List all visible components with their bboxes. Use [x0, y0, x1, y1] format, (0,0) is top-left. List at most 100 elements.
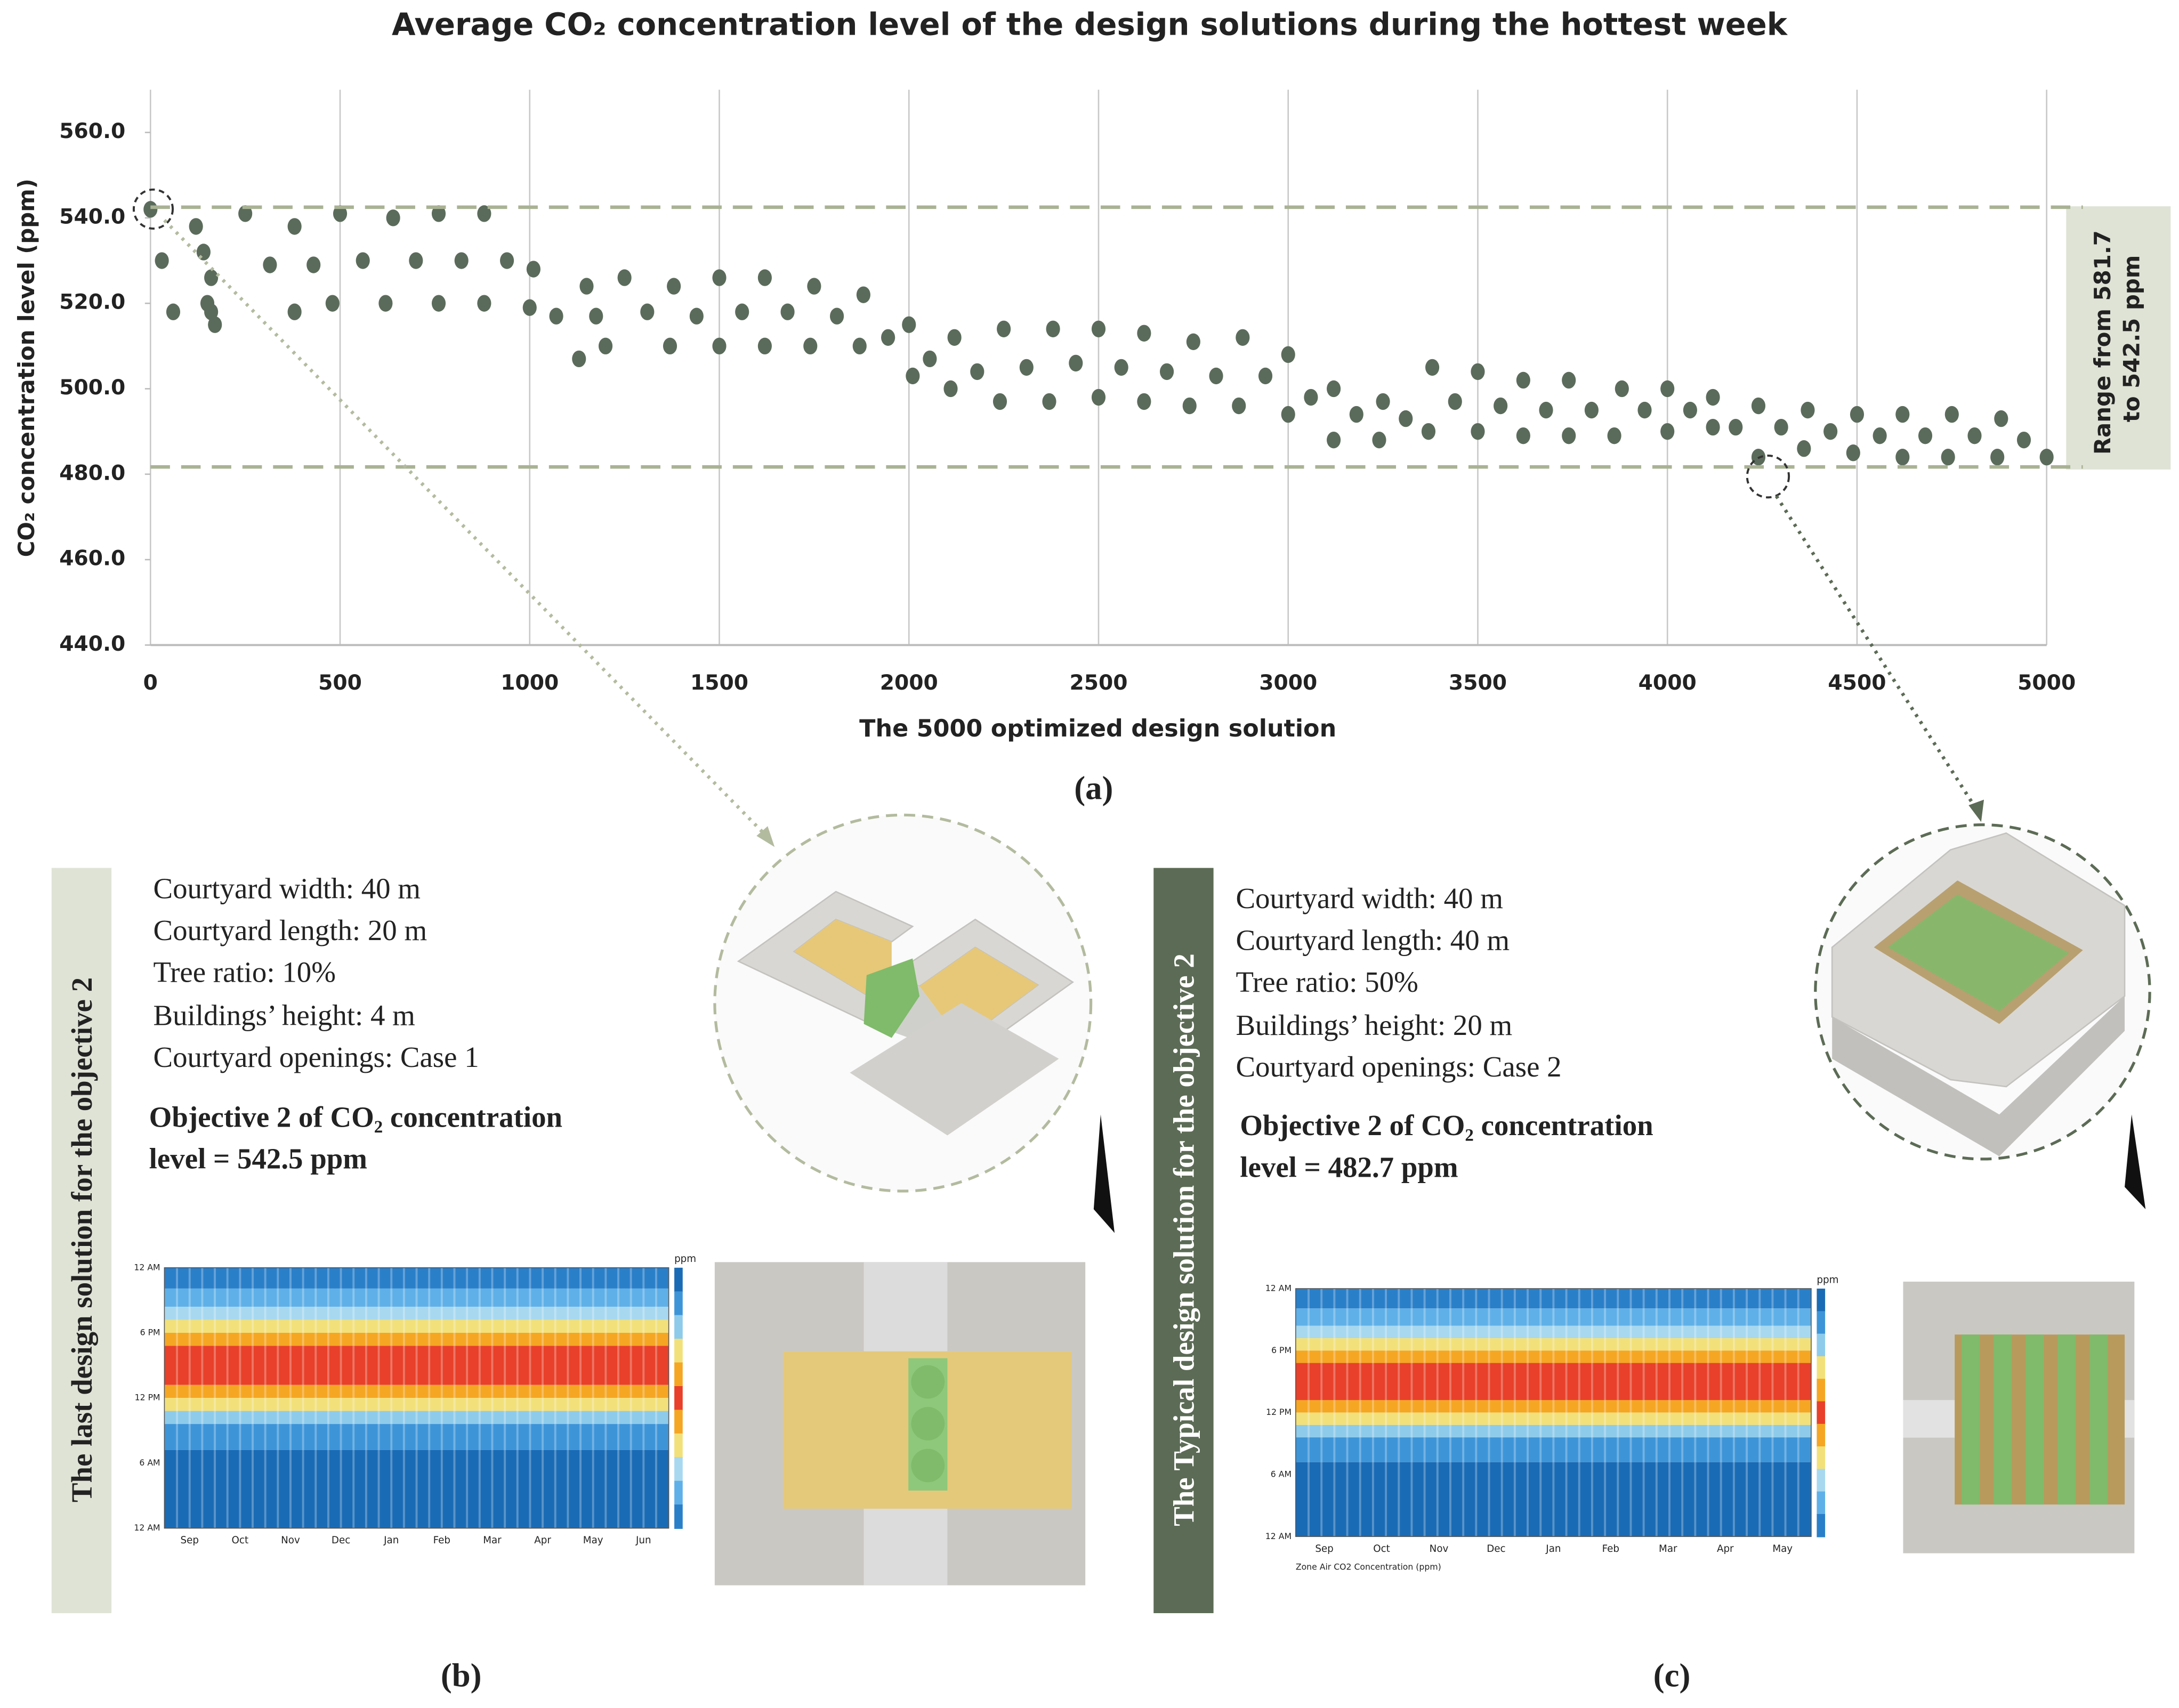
hour-label: 12 PM [135, 1393, 160, 1403]
point [409, 252, 423, 269]
point [1159, 363, 1174, 381]
heat-band [1295, 1437, 1811, 1462]
point [780, 303, 795, 320]
month-label: Apr [1717, 1543, 1734, 1555]
point [1471, 363, 1485, 381]
point [1182, 397, 1197, 415]
color-bar [674, 1410, 683, 1435]
y-tick-label: 500.0 [59, 376, 125, 400]
highlight-circle [132, 188, 174, 230]
point [997, 320, 1011, 337]
point [1895, 449, 1910, 466]
caption: (a) [1074, 769, 1113, 806]
point [856, 286, 870, 303]
property: Buildings’ height: 20 m [1236, 1009, 1512, 1041]
property: Courtyard openings: Case 2 [1236, 1050, 1561, 1083]
heat-band [1295, 1363, 1811, 1401]
hour-label: 6 PM [140, 1327, 160, 1337]
month-label: Jan [383, 1535, 399, 1546]
property: Courtyard openings: Case 1 [154, 1041, 479, 1073]
point [238, 205, 253, 222]
caption: (b) [441, 1656, 482, 1694]
point [356, 252, 370, 269]
point [1751, 397, 1766, 415]
side-bar [1153, 868, 1214, 1614]
point [1823, 423, 1838, 440]
point [1706, 418, 1720, 436]
point [1516, 427, 1530, 444]
point [166, 303, 181, 320]
property: Tree ratio: 10% [154, 956, 336, 988]
point [757, 269, 772, 286]
trees [1994, 1334, 2012, 1505]
annotation: Range from 581.7 to 542.5 ppm [2089, 223, 2144, 455]
highlight-circle [1746, 454, 1790, 499]
y-tick-label: 440.0 [59, 632, 125, 656]
heat-band [164, 1346, 669, 1385]
point [970, 363, 984, 381]
caption: (c) [1653, 1656, 1691, 1694]
x-tick-label: 500 [318, 671, 362, 695]
color-bar [1817, 1469, 1826, 1492]
objective: Objective 2 of CO₂ concentration [1240, 1109, 1653, 1142]
color-bar [1817, 1333, 1826, 1357]
panel-b: The last design solution for the objecti… [51, 813, 1115, 1694]
point [204, 303, 219, 320]
point [287, 218, 302, 235]
unit-label: ppm [1817, 1274, 1838, 1285]
point [1091, 320, 1106, 337]
pointer-arrow [163, 218, 768, 837]
annotation-line: to 542.5 ppm [2118, 255, 2144, 423]
x-axis-label: The 5000 optimized design solution [859, 715, 1336, 742]
point [712, 337, 727, 355]
point [431, 205, 446, 222]
point [287, 303, 302, 320]
point [923, 350, 937, 368]
point [143, 201, 158, 218]
trees [863, 958, 920, 1038]
property: Buildings’ height: 4 m [154, 999, 415, 1032]
heat-frame [1295, 1288, 1812, 1537]
hour-label: 12 AM [1265, 1283, 1292, 1293]
color-bar [1817, 1423, 1826, 1447]
point [263, 256, 277, 273]
point [431, 295, 446, 312]
point [1895, 406, 1910, 423]
property: Courtyard length: 40 m [1236, 924, 1510, 956]
building [850, 1003, 1059, 1136]
point [1994, 410, 2008, 427]
month-label: Jun [635, 1535, 651, 1546]
point [1660, 380, 1675, 398]
point [906, 367, 920, 385]
point [1376, 393, 1390, 410]
point [1425, 359, 1440, 376]
point [640, 303, 655, 320]
point [500, 252, 514, 269]
color-bar [1817, 1491, 1826, 1515]
point [1729, 418, 1743, 436]
point [1584, 401, 1599, 419]
heat-band [1295, 1400, 1811, 1413]
point [1448, 393, 1462, 410]
y-tick-label: 460.0 [59, 547, 125, 571]
scatter-chart: Average CO₂ concentration level of the d… [13, 7, 2171, 806]
point [1562, 427, 1576, 444]
point [1281, 346, 1295, 363]
color-bar [674, 1315, 683, 1340]
point [663, 337, 677, 355]
point [477, 295, 491, 312]
point [1236, 329, 1250, 346]
point [1137, 325, 1151, 342]
point [2016, 431, 2031, 449]
point [598, 337, 613, 355]
trees [2089, 1334, 2108, 1505]
point [378, 295, 393, 312]
heat-band [164, 1307, 669, 1320]
side-label: The last design solution for the objecti… [66, 977, 98, 1502]
point [1918, 427, 1933, 444]
x-tick-label: 0 [143, 671, 158, 695]
color-bar [674, 1339, 683, 1363]
tree [911, 1407, 945, 1440]
